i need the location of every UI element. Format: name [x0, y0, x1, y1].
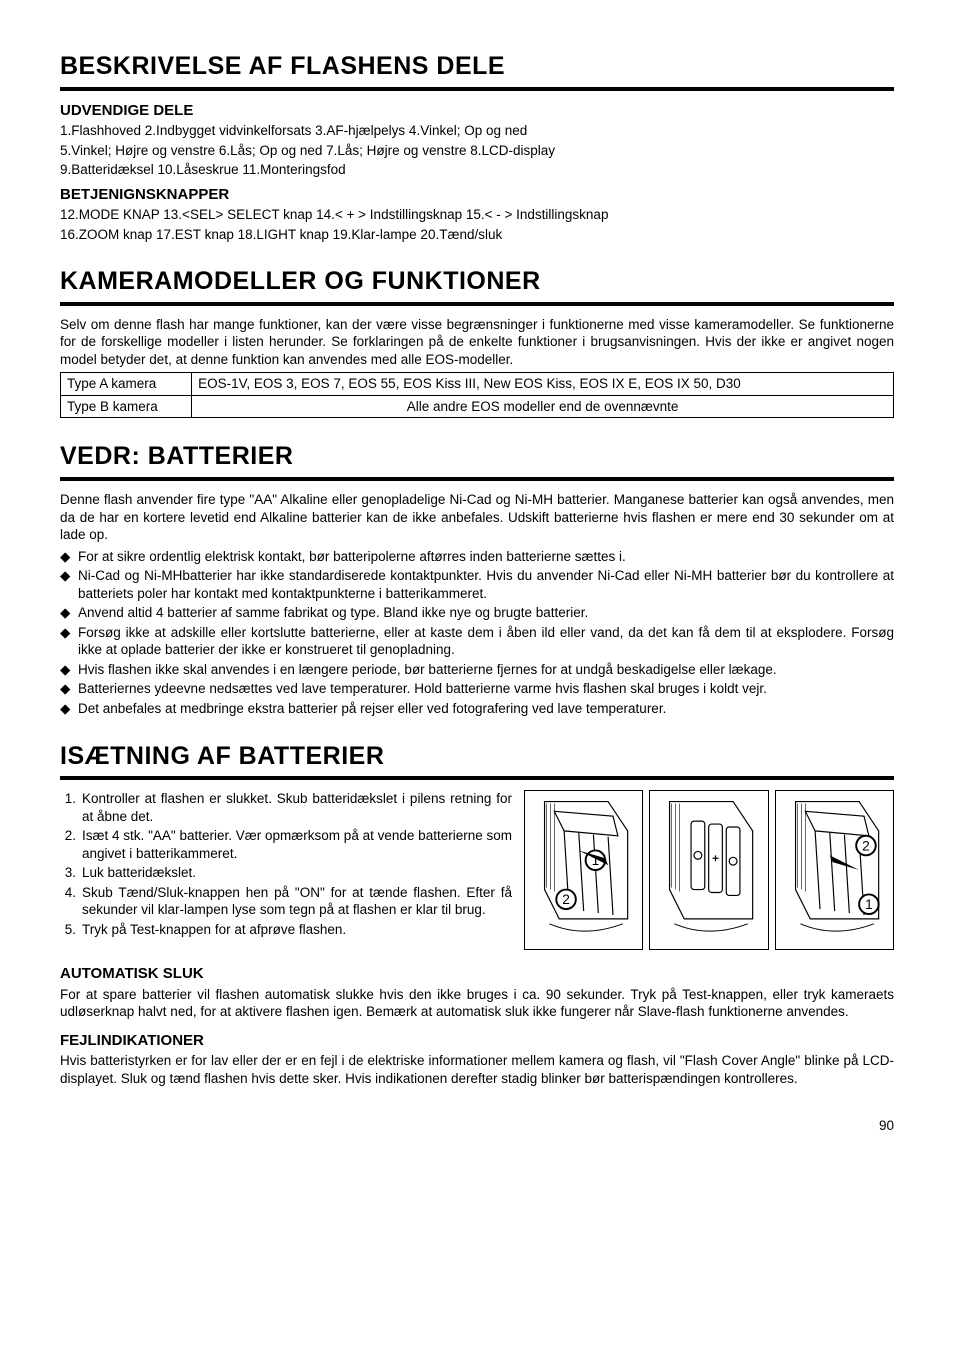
rule [60, 87, 894, 91]
bullet-item: ◆Batteriernes ydeevne nedsættes ved lave… [60, 680, 894, 698]
heading-batteries: VEDR: BATTERIER [60, 440, 894, 473]
heading-parts: BESKRIVELSE AF FLASHENS DELE [60, 50, 894, 83]
subheading-exterior: UDVENDIGE DELE [60, 101, 894, 121]
auto-off-text: For at spare batterier vil flashen autom… [60, 986, 894, 1021]
bullet-item: ◆Forsøg ikke at adskille eller kortslutt… [60, 624, 894, 659]
section-insert: ISÆTNING AF BATTERIER 1.Kontroller at fl… [60, 740, 894, 951]
camera-intro: Selv om denne flash har mange funktioner… [60, 316, 894, 369]
heading-camera: KAMERAMODELLER OG FUNKTIONER [60, 265, 894, 298]
subheading-error: FEJLINDIKATIONER [60, 1031, 894, 1051]
section-auto-off: AUTOMATISK SLUK For at spare batterier v… [60, 964, 894, 1021]
bullet-marker: ◆ [60, 567, 78, 602]
step-number: 5. [60, 921, 82, 939]
page-number: 90 [60, 1117, 894, 1135]
step-number: 3. [60, 864, 82, 882]
bullet-marker: ◆ [60, 548, 78, 566]
table-row: Type B kamera Alle andre EOS modeller en… [61, 395, 894, 418]
section-parts: BESKRIVELSE AF FLASHENS DELE UDVENDIGE D… [60, 50, 894, 243]
rule [60, 477, 894, 481]
bullet-marker: ◆ [60, 661, 78, 679]
bullet-text: Ni-Cad og Ni-MHbatterier har ikke standa… [78, 567, 894, 602]
cell-label: Type A kamera [61, 373, 192, 396]
parts-line: 1.Flashhoved 2.Indbygget vidvinkelforsat… [60, 122, 894, 140]
section-error: FEJLINDIKATIONER Hvis batteristyrken er … [60, 1031, 894, 1088]
bullet-item: ◆Hvis flashen ikke skal anvendes i en læ… [60, 661, 894, 679]
step-item: 2.Isæt 4 stk. "AA" batterier. Vær opmærk… [60, 827, 512, 862]
step-number: 2. [60, 827, 82, 862]
step-item: 4.Skub Tænd/Sluk-knappen hen på "ON" for… [60, 884, 512, 919]
battery-bullets: ◆For at sikre ordentlig elektrisk kontak… [60, 548, 894, 718]
cell-value: Alle andre EOS modeller end de ovennævnt… [192, 395, 894, 418]
bullet-item: ◆Det anbefales at medbringe ekstra batte… [60, 700, 894, 718]
insert-steps: 1.Kontroller at flashen er slukket. Skub… [60, 790, 512, 938]
rule [60, 776, 894, 780]
bullet-text: Det anbefales at medbringe ekstra batter… [78, 700, 894, 718]
bullet-marker: ◆ [60, 700, 78, 718]
parts-line: 12.MODE KNAP 13.<SEL> SELECT knap 14.< +… [60, 206, 894, 224]
batteries-intro: Denne flash anvender fire type "AA" Alka… [60, 491, 894, 544]
bullet-text: For at sikre ordentlig elektrisk kontakt… [78, 548, 894, 566]
bullet-marker: ◆ [60, 680, 78, 698]
error-text: Hvis batteristyrken er for lav eller der… [60, 1052, 894, 1087]
bullet-text: Anvend altid 4 batterier af samme fabrik… [78, 604, 894, 622]
step-item: 3.Luk batteridækslet. [60, 864, 512, 882]
diagram-open-cover: 1 2 [524, 790, 643, 950]
subheading-auto-off: AUTOMATISK SLUK [60, 964, 894, 984]
bullet-item: ◆Ni-Cad og Ni-MHbatterier har ikke stand… [60, 567, 894, 602]
step-text: Luk batteridækslet. [82, 864, 512, 882]
bullet-marker: ◆ [60, 624, 78, 659]
step-number: 4. [60, 884, 82, 919]
parts-line: 16.ZOOM knap 17.EST knap 18.LIGHT knap 1… [60, 226, 894, 244]
section-batteries: VEDR: BATTERIER Denne flash anvender fir… [60, 440, 894, 717]
bullet-text: Forsøg ikke at adskille eller kortslutte… [78, 624, 894, 659]
parts-line: 9.Batteridæksel 10.Låseskrue 11.Monterin… [60, 161, 894, 179]
step-item: 1.Kontroller at flashen er slukket. Skub… [60, 790, 512, 825]
step-item: 5.Tryk på Test-knappen for at afprøve fl… [60, 921, 512, 939]
bullet-marker: ◆ [60, 604, 78, 622]
step-text: Isæt 4 stk. "AA" batterier. Vær opmærkso… [82, 827, 512, 862]
step-text: Skub Tænd/Sluk-knappen hen på "ON" for a… [82, 884, 512, 919]
bullet-text: Batteriernes ydeevne nedsættes ved lave … [78, 680, 894, 698]
badge-2: 2 [862, 838, 870, 853]
bullet-text: Hvis flashen ikke skal anvendes i en læn… [78, 661, 894, 679]
bullet-item: ◆Anvend altid 4 batterier af samme fabri… [60, 604, 894, 622]
heading-insert: ISÆTNING AF BATTERIER [60, 740, 894, 773]
diagram-insert-batteries [649, 790, 768, 950]
rule [60, 302, 894, 306]
cell-label: Type B kamera [61, 395, 192, 418]
step-text: Tryk på Test-knappen for at afprøve flas… [82, 921, 512, 939]
bullet-item: ◆For at sikre ordentlig elektrisk kontak… [60, 548, 894, 566]
step-text: Kontroller at flashen er slukket. Skub b… [82, 790, 512, 825]
badge-1: 1 [865, 897, 873, 912]
diagram-area: 1 2 [524, 790, 894, 950]
subheading-controls: BETJENIGNSKNAPPER [60, 185, 894, 205]
step-number: 1. [60, 790, 82, 825]
cell-value: EOS-1V, EOS 3, EOS 7, EOS 55, EOS Kiss I… [192, 373, 894, 396]
section-camera: KAMERAMODELLER OG FUNKTIONER Selv om den… [60, 265, 894, 418]
diagram-close-cover: 2 1 [775, 790, 894, 950]
parts-line: 5.Vinkel; Højre og venstre 6.Lås; Op og … [60, 142, 894, 160]
table-row: Type A kamera EOS-1V, EOS 3, EOS 7, EOS … [61, 373, 894, 396]
camera-table: Type A kamera EOS-1V, EOS 3, EOS 7, EOS … [60, 372, 894, 418]
badge-2: 2 [562, 892, 570, 907]
